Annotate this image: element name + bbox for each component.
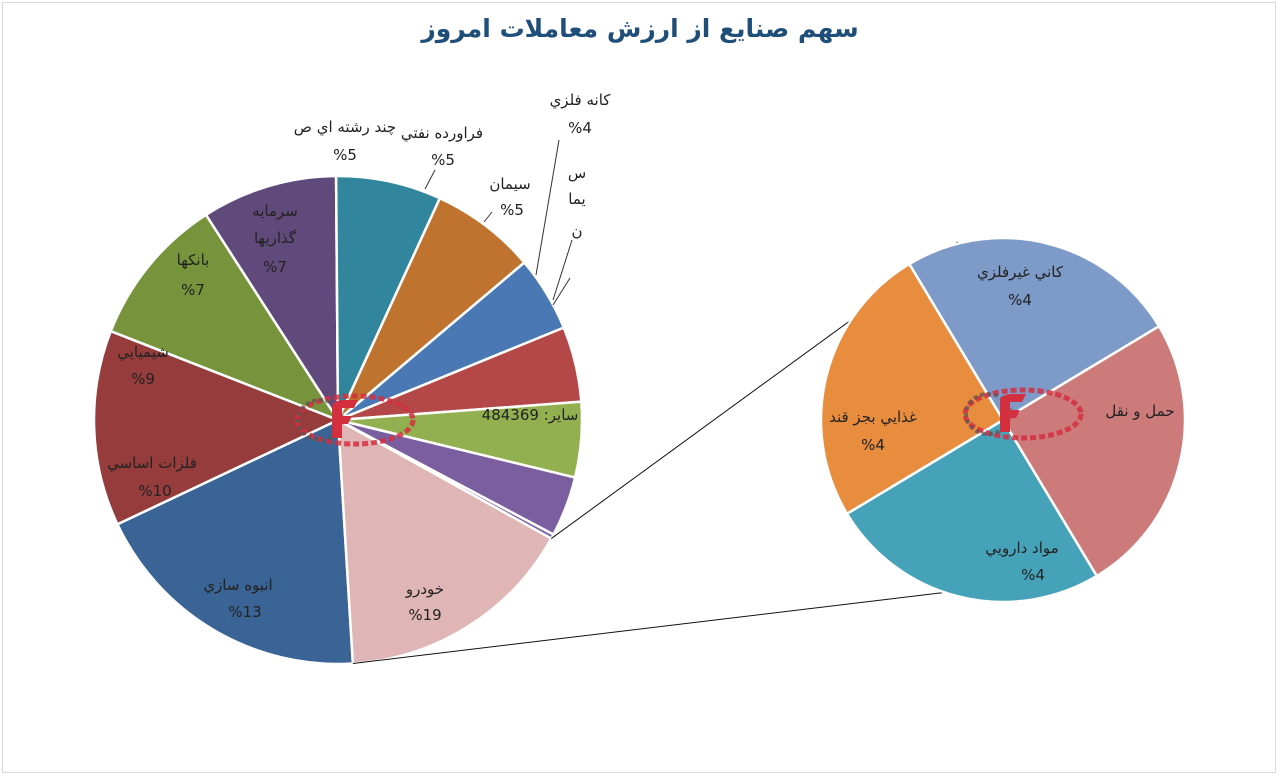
label-felezat-value: %10 [138,482,171,500]
leader-tiny-2 [552,277,571,306]
label-bank-value: %7 [181,281,205,299]
label-stray-1: س [568,164,586,182]
label-haml-name: حمل و نقل [1105,402,1174,420]
main-slice-sarmaye [336,196,527,421]
label-kanighair-value: %4 [1008,291,1032,309]
leader-kanefelzi [535,139,560,276]
label-sarmaye-value: %7 [263,258,287,276]
label-sarmaye-name-line2: گذاريها [254,229,297,247]
label-siman-name: سيمان [489,175,530,193]
label-ghazaei-name: غذايي بجز قند [829,408,917,427]
connector-bottom [352,591,949,665]
label-bank-name: بانكها [177,251,210,269]
label-siman-value: %5 [500,201,524,219]
secondary-slice-kanighair [907,236,1161,422]
label-stray-2: يما [568,190,585,208]
label-chandreshte-value: %5 [333,146,357,164]
label-shimi-value: %9 [131,370,155,388]
label-felezat-name: فلزات اساسي [107,454,197,473]
chart-title: سهم صنایع از ارزش معاملات امروز [421,14,859,43]
secondary-slice-daroui [845,418,1099,604]
label-kanighair-name: كاني غيرفلزي [977,263,1064,282]
label-sarmaye-name-line1: سرمايه [252,202,298,220]
label-naftifaravarde-name: فراورده نفتي [401,124,483,143]
leader-tiny [552,239,573,301]
main-slice-shimi [204,174,340,425]
label-anbooh-name: انبوه سازي [203,576,272,595]
leader-siman [483,211,493,223]
watermarks [294,387,1084,447]
secondary-slice-ghazaei [819,262,1005,516]
leader-naftifaravarde [424,169,436,190]
label-kanefelzi-name: كانه فلزي [550,91,612,110]
secondary-slice-haml [1001,324,1187,578]
slice-labels: خودرو %19 انبوه سازي %13 فلزات اساسي %10 شيميا… [107,91,1175,624]
label-khodro-name: خودرو [405,580,444,598]
label-anbooh-value: %13 [228,603,261,621]
secondary-pie [819,236,1187,604]
main-slice-felezat [109,213,342,423]
label-ghazaei-value: %4 [861,436,885,454]
watermark-logo-main [294,393,416,447]
label-kanefelzi-value: %4 [568,119,592,137]
label-daroui-name: مواد دارويي [985,539,1058,558]
main-slice-bank [334,174,442,421]
label-stray-3: ن [571,222,582,240]
main-slice-khodro [115,418,355,666]
watermark-logo-secondary [962,387,1084,441]
label-sayer: ساير: 484369 [482,406,579,424]
label-naftifaravarde-value: %5 [431,151,455,169]
main-slice-anbooh [92,329,342,526]
label-khodro-value: %19 [408,606,441,624]
label-chandreshte-name: چند رشته اي ص [294,118,396,137]
label-shimi-name: شيميايي [117,343,169,362]
label-daroui-value: %4 [1021,566,1045,584]
main-pie [92,174,584,666]
